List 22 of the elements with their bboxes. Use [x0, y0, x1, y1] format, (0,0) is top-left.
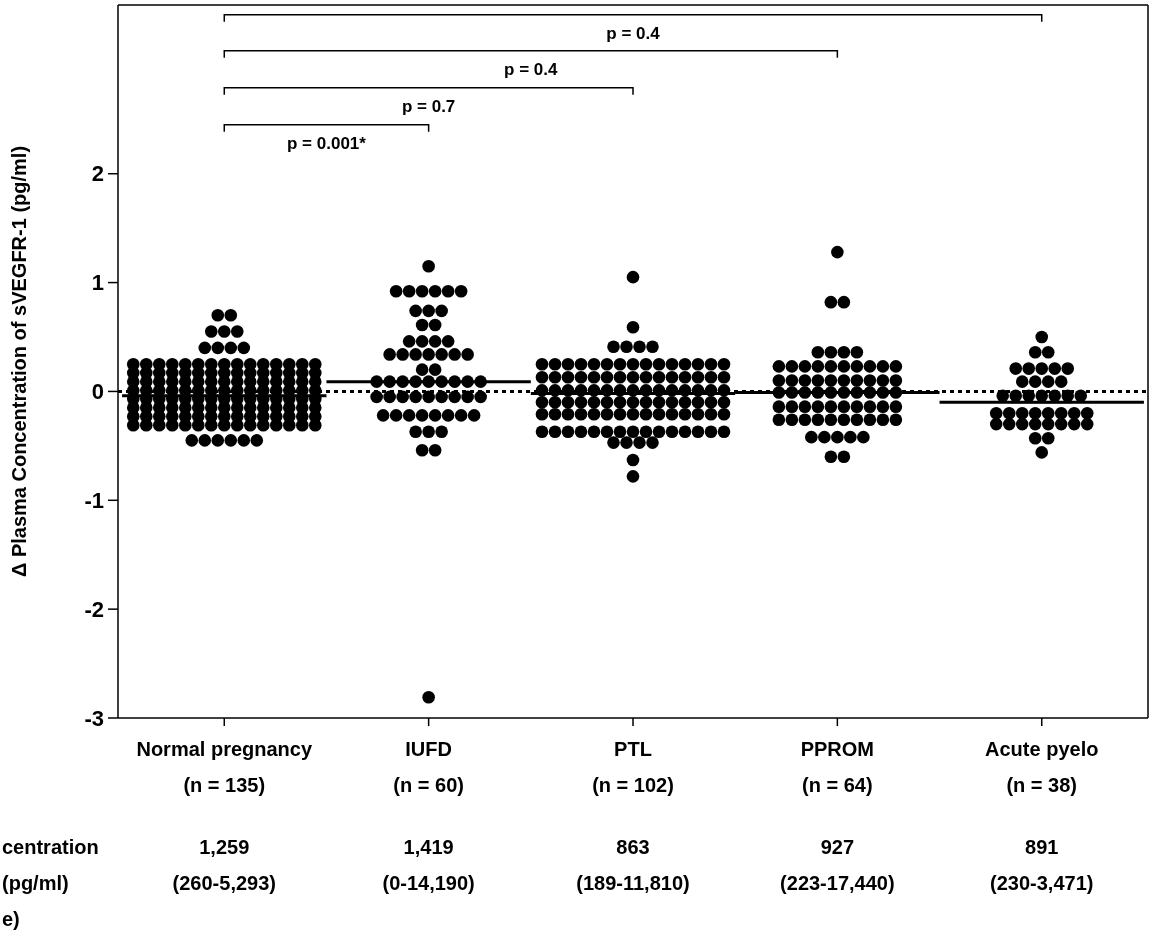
x-tick-label: PTL (n = 102): [592, 738, 674, 796]
y-tick-label: -3: [84, 705, 104, 731]
text: 863 (189-11,810): [576, 836, 690, 894]
y-tick-label: -2: [84, 596, 104, 622]
x-tick-label: IUFD (n = 60): [393, 738, 464, 796]
annotation: p = 0.4: [606, 23, 661, 43]
x-tick-label: Normal pregnancy (n = 135): [136, 738, 313, 796]
text: 1,259 (260-5,293): [172, 836, 276, 894]
text: centration (pg/ml) e): [2, 836, 99, 930]
text: 891 (230-3,471): [990, 836, 1094, 894]
annotation: p = 0.4: [504, 59, 559, 79]
y-tick-label: -1: [84, 487, 104, 513]
annotation: p = 0.001*: [286, 133, 367, 153]
y-tick-label: 2: [91, 161, 104, 187]
x-tick-label: PPROM (n = 64): [800, 738, 875, 796]
y-tick-label: 0: [91, 379, 104, 405]
text: 1,419 (0-14,190): [382, 836, 475, 894]
text: 927 (223-17,440): [780, 836, 895, 894]
x-tick-label: Acute pyelo (n = 38): [985, 738, 1099, 796]
y-tick-label: 1: [91, 270, 104, 296]
annotation: p = 0.7: [401, 96, 456, 116]
y-axis-title: Δ Plasma Concentration of sVEGFR-1 (pg/ml): [8, 145, 30, 578]
